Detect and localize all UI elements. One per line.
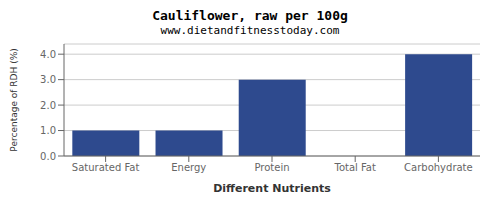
html-text:www.dietandfitnesstoday.com: www.dietandfitnesstoday.com xyxy=(160,24,340,37)
svg-text:1.0: 1.0 xyxy=(40,125,56,136)
svg-text:3.0: 3.0 xyxy=(40,74,56,85)
html-text:Cauliflower, raw per 100g: Cauliflower, raw per 100g xyxy=(152,8,348,23)
svg-text:Protein: Protein xyxy=(254,162,289,173)
svg-text:4.0: 4.0 xyxy=(40,49,56,60)
svg-text:Saturated Fat: Saturated Fat xyxy=(72,162,140,173)
svg-text:Total Fat: Total Fat xyxy=(333,162,375,173)
svg-text:Energy: Energy xyxy=(171,162,206,173)
svg-text:0.0: 0.0 xyxy=(40,151,56,162)
svg-text:Different Nutrients: Different Nutrients xyxy=(213,182,331,192)
svg-text:2.0: 2.0 xyxy=(40,100,56,111)
svg-text:Percentage of RDH (%): Percentage of RDH (%) xyxy=(9,48,19,151)
svg-text:Carbohydrate: Carbohydrate xyxy=(404,162,473,173)
